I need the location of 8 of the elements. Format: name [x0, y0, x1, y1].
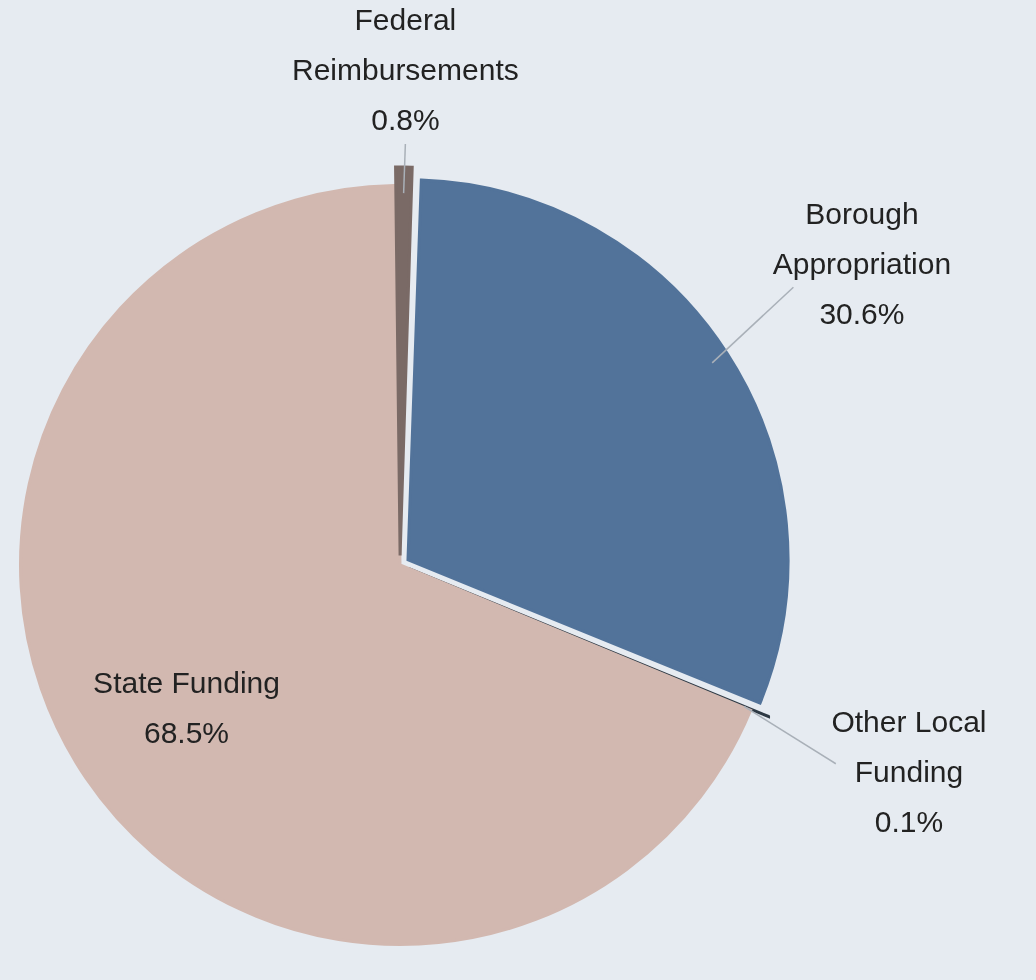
data-label: 68.5%	[143, 716, 230, 750]
data-label: 0.8%	[371, 103, 440, 137]
data-label: 0.1%	[874, 805, 944, 839]
slice-label: Borough Appropriation	[772, 197, 952, 281]
slice-label: Federal Reimbursements	[292, 3, 519, 87]
data-label: 30.6%	[819, 297, 905, 331]
slice-label: Other Local Funding	[831, 705, 987, 789]
slice-label: State Funding	[93, 666, 280, 700]
